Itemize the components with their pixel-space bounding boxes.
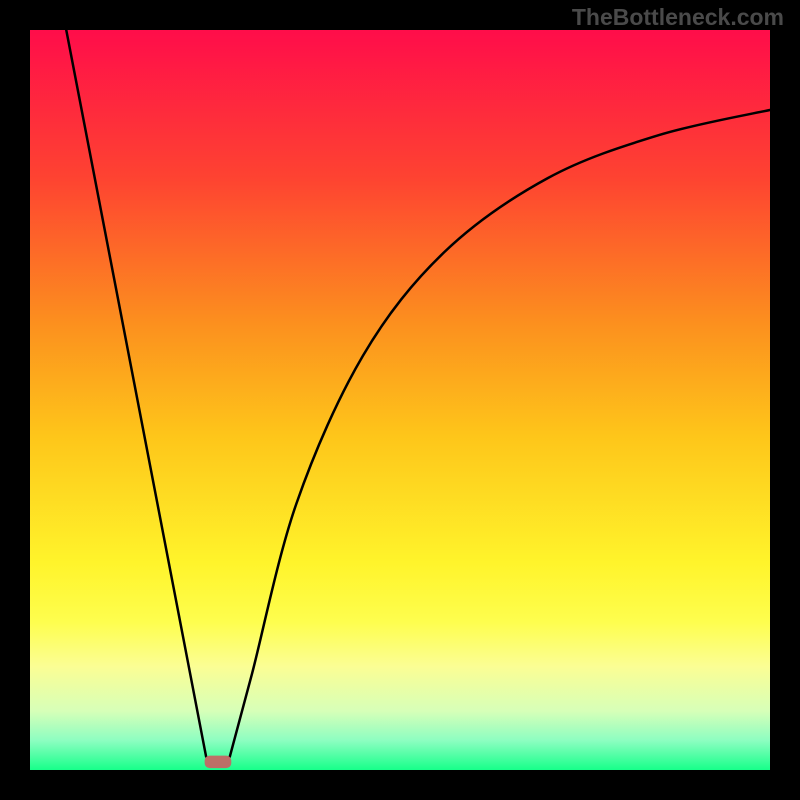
bottleneck-marker bbox=[205, 756, 232, 769]
chart-frame: TheBottleneck.com bbox=[0, 0, 800, 800]
bottleneck-chart bbox=[0, 0, 800, 800]
chart-background bbox=[30, 30, 770, 770]
watermark-text: TheBottleneck.com bbox=[572, 4, 784, 31]
